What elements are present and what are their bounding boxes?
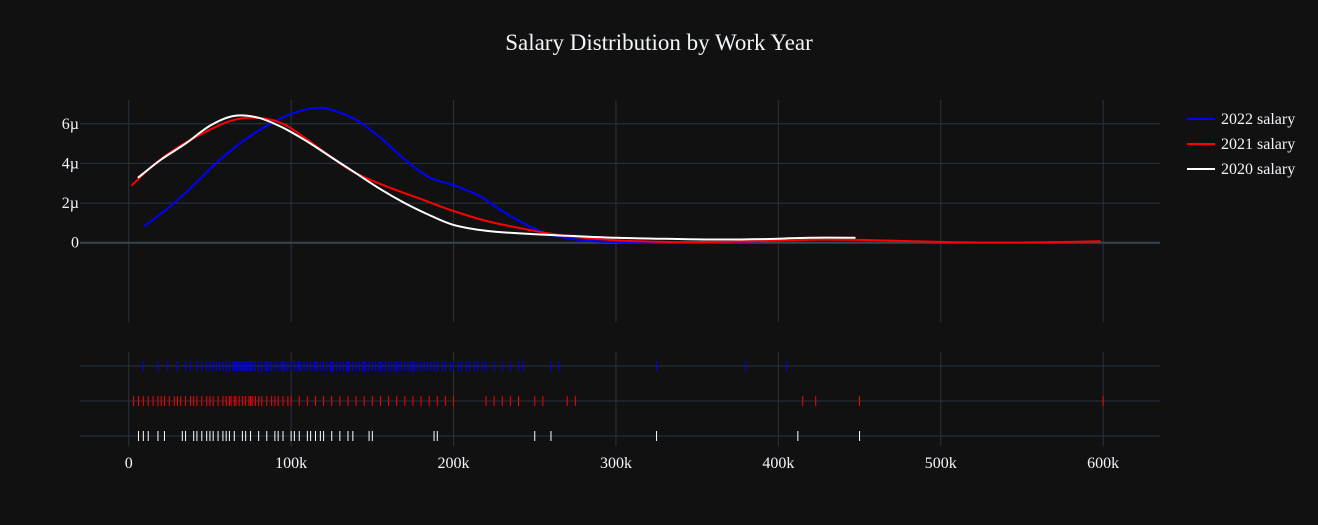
x-tick-label: 300k bbox=[600, 455, 632, 472]
rug-row-2020-salary bbox=[137, 431, 861, 441]
density-line-2022-salary bbox=[144, 106, 788, 244]
legend: 2022 salary 2021 salary 2020 salary bbox=[1187, 111, 1295, 178]
legend-label-2020-salary: 2020 salary bbox=[1221, 161, 1295, 178]
x-tick-label: 200k bbox=[438, 455, 470, 472]
x-tick-label: 600k bbox=[1087, 455, 1119, 472]
density-curves bbox=[131, 106, 1101, 244]
x-tick-label: 500k bbox=[925, 455, 957, 472]
y-tick-label: 4µ bbox=[62, 155, 79, 172]
x-tick-label: 0 bbox=[125, 455, 133, 472]
rug-row-2021-salary bbox=[133, 396, 1104, 406]
density-line-2021-salary bbox=[131, 116, 1101, 244]
x-tick-label: 100k bbox=[275, 455, 307, 472]
legend-label-2021-salary: 2021 salary bbox=[1221, 136, 1295, 153]
rug-row-2022-salary bbox=[142, 361, 787, 371]
x-tick-label: 400k bbox=[762, 455, 794, 472]
density-line-2020-salary bbox=[137, 114, 856, 241]
y-tick-label: 6µ bbox=[62, 116, 79, 133]
legend-label-2022-salary: 2022 salary bbox=[1221, 111, 1295, 128]
chart-title: Salary Distribution by Work Year bbox=[505, 30, 813, 55]
axis-ticks: 0 100k 200k 300k 400k 500k 600k 0 2µ 4µ 6µ bbox=[62, 116, 1119, 472]
rug-plot bbox=[133, 361, 1104, 441]
y-tick-label: 2µ bbox=[62, 195, 79, 212]
y-tick-label: 0 bbox=[71, 235, 79, 252]
